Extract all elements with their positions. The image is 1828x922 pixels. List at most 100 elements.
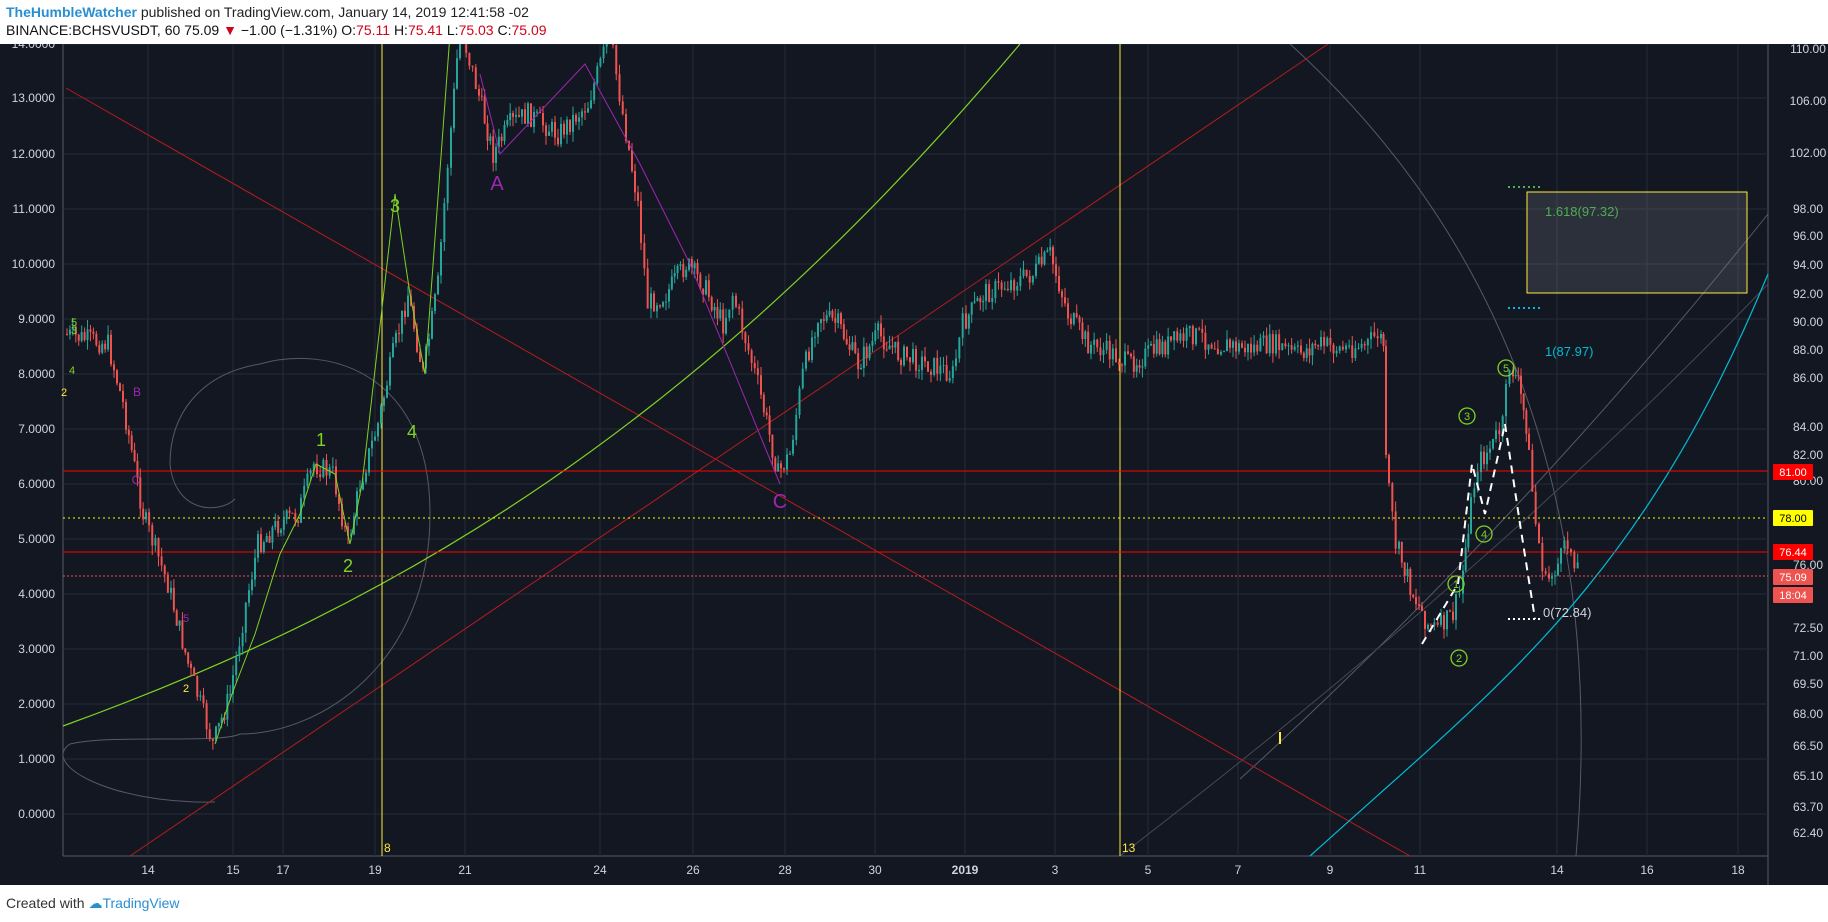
candle-body — [690, 259, 693, 269]
candle-body — [89, 329, 92, 332]
candle-body — [741, 308, 744, 333]
time-axis-tick-label[interactable]: 26 — [686, 863, 700, 877]
candle-body — [760, 375, 762, 395]
candle-body — [1348, 345, 1351, 347]
candle-body — [1548, 573, 1550, 579]
candle-body — [882, 336, 885, 350]
time-axis-tick-label[interactable]: 2019 — [952, 863, 979, 877]
candle-body — [1338, 346, 1341, 351]
time-axis-tick-label[interactable]: 5 — [1145, 863, 1152, 877]
candle-body — [83, 332, 86, 340]
candle-body — [506, 119, 509, 126]
time-axis-tick-label[interactable]: 24 — [593, 863, 607, 877]
wave-path-dashed-2 — [1504, 423, 1536, 620]
time-axis-tick-label[interactable]: 21 — [458, 863, 472, 877]
time-axis-tick-label[interactable]: 9 — [1327, 863, 1334, 877]
candle-body — [1247, 343, 1249, 353]
left-axis-tick-label: 0.0000 — [18, 807, 55, 821]
candle-body — [1284, 343, 1287, 347]
candle-body — [1161, 341, 1164, 355]
fib-label: 1.618(97.32) — [1545, 204, 1619, 219]
time-axis-tick-label[interactable]: 19 — [368, 863, 382, 877]
candle-body — [142, 508, 145, 520]
price-tags: 81.00 78.00 76.44 75.09 18:04 — [1773, 464, 1813, 603]
candle-body — [1195, 328, 1197, 345]
candle-body — [656, 305, 658, 312]
left-axis-tick-label: 14.0000 — [12, 44, 56, 51]
time-axis-tick-label[interactable]: 7 — [1235, 863, 1242, 877]
candle-body — [119, 383, 121, 391]
fib-arc-outer — [1289, 44, 1582, 857]
time-axis-tick-label[interactable]: 30 — [868, 863, 882, 877]
candle-body — [820, 319, 822, 324]
candle-body — [1037, 256, 1040, 264]
wave-label: 4 — [69, 365, 75, 377]
right-axis-tick-label: 82.00 — [1793, 448, 1823, 462]
time-axis-tick-label[interactable]: 28 — [778, 863, 792, 877]
fib-label: 1(87.97) — [1545, 344, 1593, 359]
time-axis-tick-label[interactable]: 14 — [1550, 863, 1564, 877]
candle-body — [762, 394, 765, 413]
candle-body — [728, 309, 731, 318]
time-axis-tick-label[interactable]: 3 — [1052, 863, 1059, 877]
candle-body — [297, 520, 300, 523]
wave-path-dashed — [1421, 423, 1506, 645]
candle-body — [208, 729, 211, 739]
right-axis-tick-label: 106.00 — [1790, 94, 1827, 108]
candle-body — [874, 330, 877, 341]
author-link[interactable]: TheHumbleWatcher — [6, 4, 137, 20]
candle-body — [744, 332, 747, 344]
candle-body — [605, 44, 608, 47]
time-axis-tick-label[interactable]: 15 — [226, 863, 240, 877]
candle-body — [386, 385, 388, 398]
candle-body — [374, 436, 376, 441]
right-axis-tick-label: 65.10 — [1793, 769, 1823, 783]
candle-body — [805, 351, 807, 369]
candle-body — [1415, 597, 1417, 605]
time-axis-tick-label[interactable]: 17 — [276, 863, 290, 877]
time-axis-tick-label[interactable]: 14 — [141, 863, 155, 877]
time-axis-tick-label[interactable]: 11 — [1414, 863, 1427, 877]
candle-body — [814, 336, 816, 338]
candle-body — [133, 450, 136, 462]
candle-body — [344, 526, 346, 528]
right-axis-tick-label: 63.70 — [1793, 800, 1823, 814]
candle-body — [973, 301, 976, 303]
candle-body — [967, 314, 970, 329]
candle-body — [223, 717, 226, 720]
candle-body — [915, 349, 917, 371]
candle-body — [416, 328, 418, 352]
trend-line-down — [65, 87, 1411, 857]
chart-header: TheHumbleWatcher published on TradingVie… — [0, 0, 1828, 44]
candle-body — [322, 459, 325, 478]
right-axis-tick-label: 102.00 — [1790, 146, 1827, 160]
price-tag — [1773, 464, 1813, 480]
candle-body — [1167, 336, 1170, 355]
right-price-axis[interactable]: 110.00 106.00 102.00 98.00 96.00 94.00 92.00 90… — [1790, 44, 1827, 840]
candle-body — [927, 361, 929, 372]
candle-body — [1394, 511, 1397, 549]
time-axis[interactable]: 14 15 17 19 21 24 26 28 30 2019 3 5 7 9 11 14 16 18 — [141, 863, 1745, 877]
candle-body — [575, 114, 577, 122]
candle-body — [172, 587, 175, 611]
candle-body — [1427, 624, 1429, 629]
candle-body — [596, 66, 599, 84]
candle-body — [621, 101, 624, 115]
candle-body — [434, 294, 436, 311]
candle-body — [362, 482, 364, 490]
candle-body — [500, 136, 503, 141]
candle-body — [625, 114, 627, 142]
candle-body — [492, 136, 495, 163]
wave-label: C — [132, 473, 141, 487]
candle-body — [178, 620, 181, 626]
time-axis-tick-label[interactable]: 18 — [1731, 863, 1745, 877]
symbol-label: BINANCE:BCHSVUSDT, 60 — [6, 22, 181, 38]
left-price-axis: 14.0000 13.0000 12.0000 11.0000 10.0000 9.000… — [12, 44, 56, 821]
candle-body — [1019, 276, 1022, 287]
time-axis-tick-label[interactable]: 16 — [1640, 863, 1654, 877]
candle-body — [268, 536, 271, 543]
tradingview-brand[interactable]: TradingView — [102, 895, 180, 911]
candle-body — [1275, 334, 1277, 354]
candle-body — [98, 345, 101, 353]
